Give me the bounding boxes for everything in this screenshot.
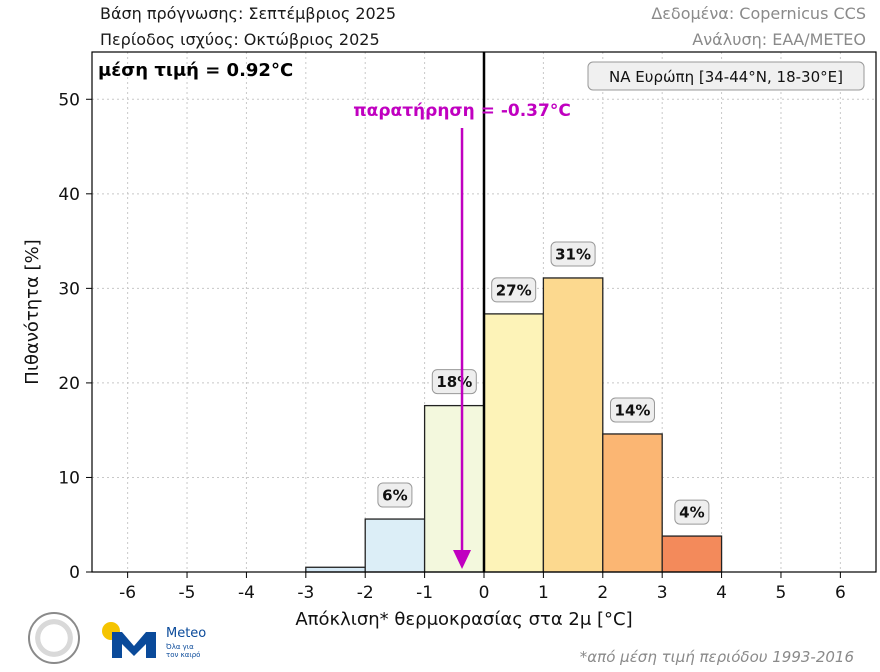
histogram-bar: [483, 313, 545, 573]
validity-period-text: Περίοδος ισχύος: Οκτώβριος 2025: [100, 30, 380, 49]
x-tick-label: -4: [238, 583, 255, 603]
histogram-bar: [542, 277, 604, 573]
forecast-info: Βάση πρόγνωσης: Σεπτέμβριος 2025 Περίοδο…: [100, 4, 396, 56]
y-tick-label: 50: [58, 90, 80, 110]
y-tick-label: 10: [58, 468, 80, 488]
observation-arrow-head: [453, 550, 472, 569]
bar-value-label: 4%: [679, 504, 704, 522]
y-axis-label: Πιθανότητα [%]: [22, 239, 43, 384]
probability-histogram: 6% 18% 27% 31% 14% 4% παρατήρηση = -0.37°C μέση…: [22, 51, 877, 630]
bar-value-label: 6%: [382, 487, 407, 505]
meteo-tagline: Όλα για τον καιρό: [166, 643, 201, 659]
observation-label: παρατήρηση = -0.37°C: [353, 101, 571, 121]
histogram-bar: [602, 433, 663, 573]
bar-label-box: [377, 482, 413, 508]
bar-label-box: [431, 369, 477, 395]
y-tick-label: 0: [69, 563, 80, 583]
footnote: *από μέση τιμή περιόδου 1993-2016: [579, 648, 854, 666]
x-tick-label: 5: [776, 583, 787, 603]
analysis-source-text: Ανάλυση: ΕΑΑ/METEO: [692, 30, 866, 49]
histogram-bar: [364, 518, 426, 573]
bar-label-box: [491, 277, 537, 303]
meteo-brand-name: Meteo: [166, 626, 207, 641]
region-label: ΝΑ Ευρώπη [34-44°N, 18-30°E]: [609, 68, 843, 86]
x-tick-label: -1: [416, 583, 433, 603]
x-tick-label: -6: [119, 583, 136, 603]
bar-label-box: [550, 241, 596, 267]
bar-value-label: 31%: [555, 245, 591, 263]
x-tick-label: -3: [297, 583, 314, 603]
region-label-box: [587, 61, 865, 91]
mean-value-label: μέση τιμή = 0.92°C: [98, 60, 293, 81]
logos: Meteo Όλα για τον καιρό: [28, 612, 228, 668]
histogram-bar: [305, 566, 366, 573]
y-tick-label: 30: [58, 279, 80, 299]
x-tick-label: -5: [179, 583, 196, 603]
bar-value-label: 14%: [615, 401, 651, 419]
bar-value-label: 18%: [436, 373, 472, 391]
x-axis-label: Απόκλιση* θερμοκρασίας στα 2μ [°C]: [295, 609, 632, 630]
y-tick-label: 20: [58, 374, 80, 394]
x-tick-label: -2: [357, 583, 374, 603]
academy-seal-logo: [28, 612, 80, 664]
x-tick-label: 6: [835, 583, 846, 603]
y-tick-label: 40: [58, 185, 80, 205]
histogram-bar: [423, 404, 485, 573]
forecast-base-text: Βάση πρόγνωσης: Σεπτέμβριος 2025: [100, 4, 397, 23]
bar-label-box: [609, 397, 655, 423]
x-tick-label: 3: [657, 583, 668, 603]
source-info: Δεδομένα: Copernicus CCS Ανάλυση: ΕΑΑ/ME…: [651, 4, 866, 56]
x-tick-label: 0: [479, 583, 490, 603]
x-tick-label: 1: [538, 583, 549, 603]
bar-label-box: [674, 499, 710, 525]
meteo-m-logo: [112, 632, 156, 658]
x-tick-label: 2: [597, 583, 608, 603]
bar-value-label: 27%: [496, 281, 532, 299]
x-tick-label: 4: [716, 583, 727, 603]
histogram-bar: [661, 535, 723, 573]
data-source-text: Δεδομένα: Copernicus CCS: [651, 4, 866, 23]
